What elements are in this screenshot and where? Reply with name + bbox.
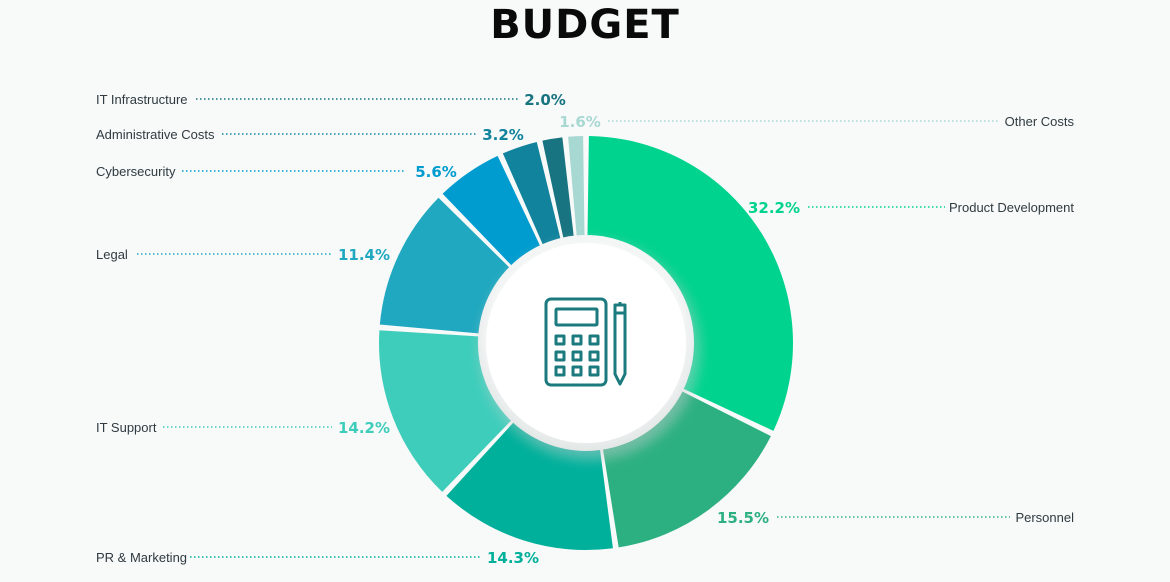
slice-legal [379,197,522,335]
donut-center [478,235,700,460]
label-personnel: Personnel [1015,510,1074,525]
value-it-infrastructure: 2.0% [524,91,566,109]
calculator-pen-icon [544,297,627,387]
chart-title: BUDGET [490,2,680,48]
value-cybersecurity: 5.6% [415,163,457,181]
label-cybersecurity: Cybersecurity [96,164,176,179]
slice-cybersecurity [442,155,548,279]
value-administrative-costs: 3.2% [482,126,524,144]
label-product-development: Product Development [949,200,1074,215]
slice-it-infrastructure [542,137,576,256]
label-pr-marketing: PR & Marketing [96,550,187,565]
label-it-support: IT Support [96,420,157,435]
label-legal: Legal [96,247,128,262]
label-it-infrastructure: IT Infrastructure [96,92,188,107]
slice-other-costs [568,136,585,254]
value-legal: 11.4% [338,246,390,264]
value-it-support: 14.2% [338,419,390,437]
value-other-costs: 1.6% [559,113,601,131]
value-pr-marketing: 14.3% [487,549,539,567]
label-other-costs: Other Costs [1005,114,1075,129]
slice-product-development [587,136,793,431]
label-administrative-costs: Administrative Costs [96,127,215,142]
value-product-development: 32.2% [748,199,800,217]
slice-administrative-costs [502,141,565,261]
value-personnel: 15.5% [717,509,769,527]
